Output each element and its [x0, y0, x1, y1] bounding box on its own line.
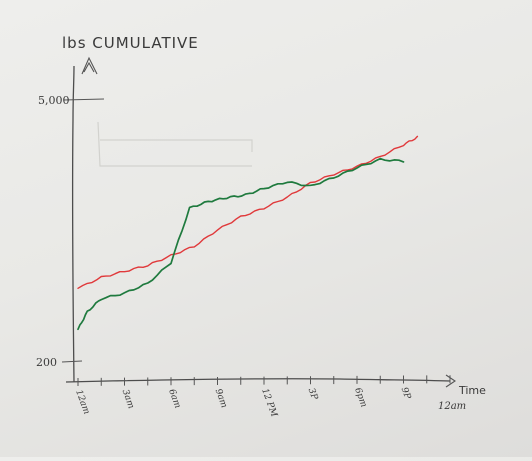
chart-title: lbs CUMULATIVE — [62, 34, 199, 52]
x-ticks: 12am 3am 6am 9am 12 PM 3P 6pm 9P — [73, 375, 451, 419]
x-axis-arrowhead — [445, 374, 456, 388]
y-tick-label-top: 5,000 — [38, 94, 70, 107]
x-tick-label: 6pm — [352, 387, 368, 409]
x-tick-label: 3am — [120, 388, 136, 410]
series-line-green — [77, 157, 405, 331]
series-lines — [77, 135, 419, 331]
x-axis-end-note: 12am — [438, 401, 466, 412]
y-tick-mark-bottom — [61, 360, 83, 363]
erased-box-sketch — [97, 121, 253, 167]
x-tick-label: 9am — [213, 388, 229, 410]
y-axis — [71, 65, 75, 383]
y-tick-label-bottom: 200 — [36, 356, 57, 369]
x-tick-label: 6am — [166, 388, 182, 410]
x-axis — [65, 378, 451, 383]
y-axis-arrowhead — [81, 56, 98, 75]
x-tick-label: 3P — [306, 387, 320, 402]
x-tick-label: 12 PM — [259, 387, 279, 419]
x-axis-label: Time — [458, 384, 486, 397]
x-tick-label: 9P — [399, 386, 413, 401]
series-line-red — [77, 135, 419, 289]
y-tick-mark-top — [63, 98, 105, 101]
x-tick-label: 12am — [73, 389, 91, 416]
